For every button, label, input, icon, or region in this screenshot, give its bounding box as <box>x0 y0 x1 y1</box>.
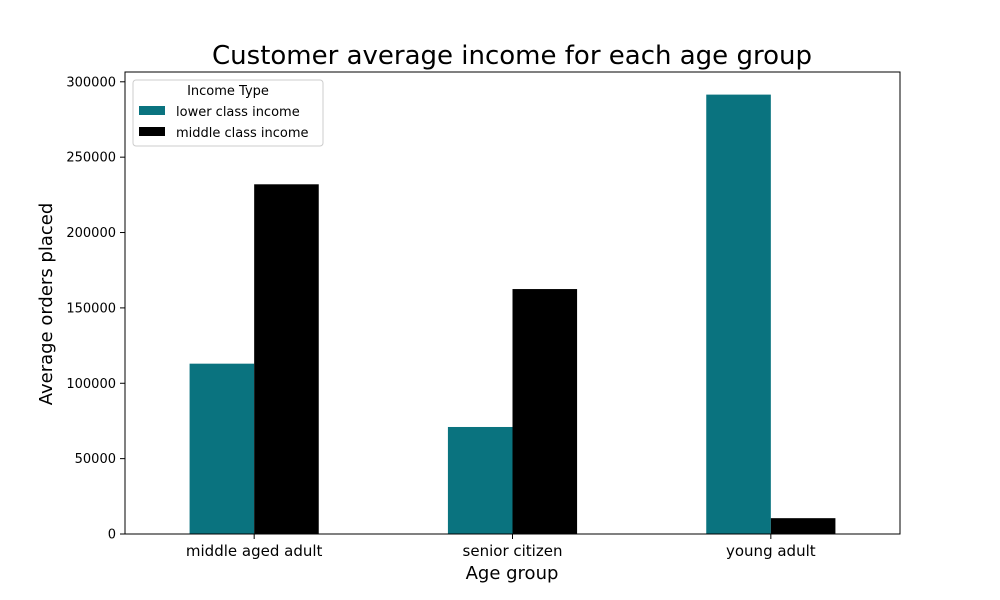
y-tick-label: 100000 <box>66 377 116 392</box>
x-tick-label: young adult <box>726 542 816 560</box>
legend-swatch <box>139 127 165 136</box>
legend-title: Income Type <box>187 84 269 99</box>
bar-lower-class-income-middle-aged-adult <box>189 363 255 534</box>
legend: Income Type lower class income middle cla… <box>132 79 324 147</box>
bar-lower-class-income-senior-citizen <box>447 426 513 534</box>
legend-swatch <box>139 106 165 115</box>
y-tick-label: 200000 <box>66 226 116 241</box>
y-axis-label: Average orders placed <box>36 203 57 406</box>
bar-middle-class-income-young-adult <box>770 518 836 534</box>
legend-entry-label: lower class income <box>176 105 300 120</box>
y-tick-label: 300000 <box>66 75 116 90</box>
x-tick-label: middle aged adult <box>186 542 323 560</box>
bar-middle-class-income-senior-citizen <box>512 289 578 534</box>
y-tick-label: 150000 <box>66 301 116 316</box>
x-tick-label: senior citizen <box>463 542 563 560</box>
y-tick-label: 0 <box>108 528 116 543</box>
bars <box>189 94 836 535</box>
y-tick-label: 50000 <box>75 452 116 467</box>
chart-title: Customer average income for each age gro… <box>212 41 812 71</box>
legend-entry-label: middle class income <box>176 126 309 141</box>
bar-middle-class-income-middle-aged-adult <box>254 184 319 534</box>
y-axis-ticks: 0 50000 100000 150000 200000 250000 300000 <box>66 75 125 543</box>
x-axis-ticks: middle aged adult senior citizen young adu… <box>186 534 816 560</box>
legend-box <box>132 79 324 147</box>
bar-lower-class-income-young-adult <box>706 94 771 535</box>
x-axis-label: Age group <box>466 563 559 584</box>
y-tick-label: 250000 <box>66 151 116 166</box>
legend-items: lower class income middle class income <box>139 105 309 141</box>
